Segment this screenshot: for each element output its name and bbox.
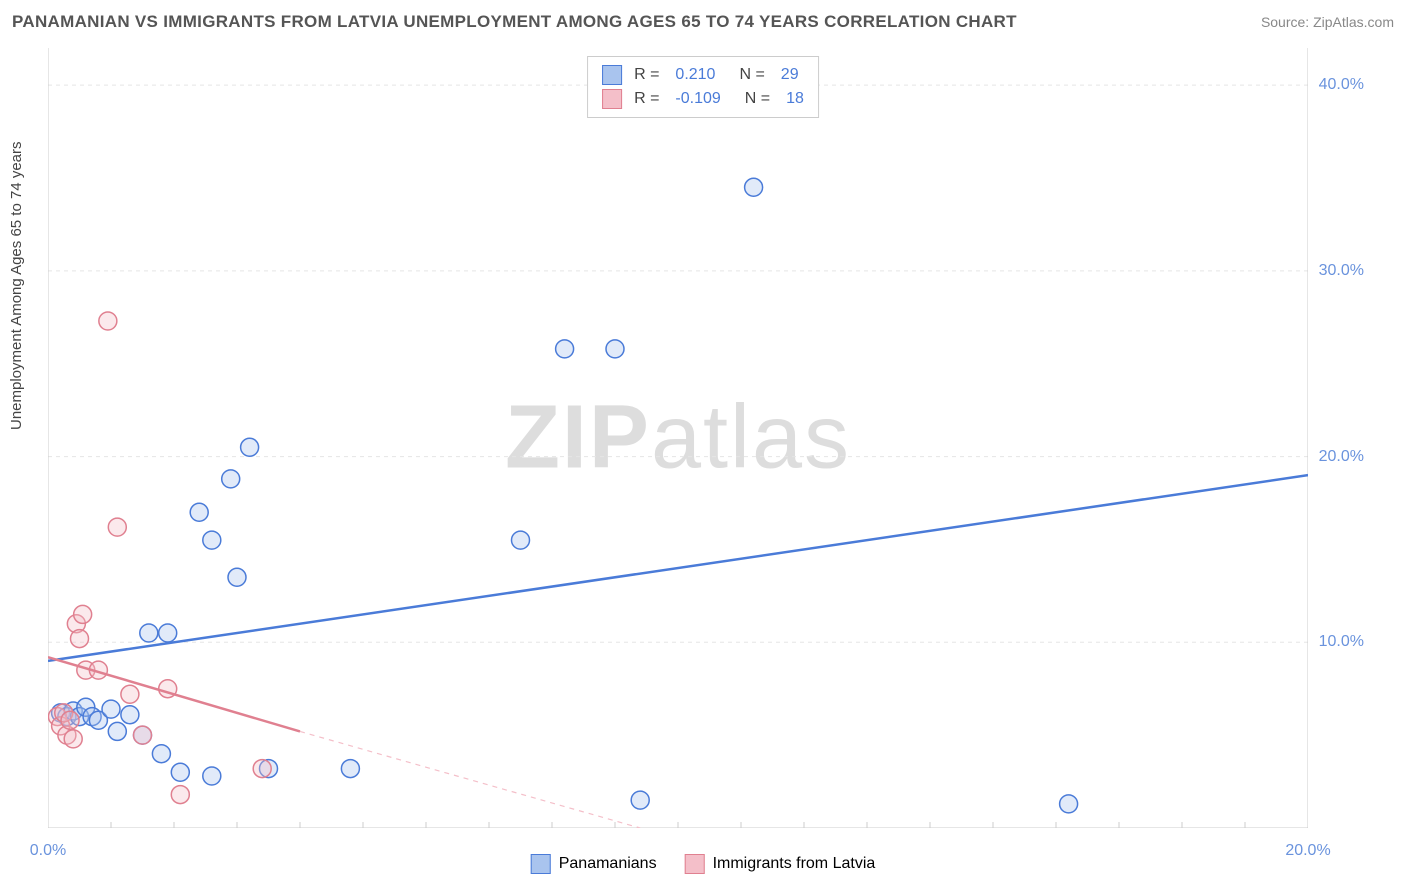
legend-label: Immigrants from Latvia [713,855,876,873]
source-text: Source: ZipAtlas.com [1261,14,1394,30]
y-tick-label: 40.0% [1319,76,1364,94]
scatter-chart [48,48,1308,828]
chart-title: PANAMANIAN VS IMMIGRANTS FROM LATVIA UNE… [12,12,1017,32]
n-value: 29 [781,66,799,84]
n-label: N = [745,90,770,108]
y-tick-label: 30.0% [1319,262,1364,280]
header: PANAMANIAN VS IMMIGRANTS FROM LATVIA UNE… [12,12,1394,32]
n-value: 18 [786,90,804,108]
legend-swatch [685,854,705,874]
n-label: N = [739,66,764,84]
r-label: R = [634,66,659,84]
r-label: R = [634,90,659,108]
y-tick-label: 20.0% [1319,448,1364,466]
x-tick-label: 20.0% [1285,842,1330,860]
chart-area: ZIPatlas [48,48,1308,828]
correlation-legend: R = 0.210 N = 29 R = -0.109 N = 18 [587,56,819,118]
legend-label: Panamanians [559,855,657,873]
legend-item: Immigrants from Latvia [685,854,876,874]
legend-swatch [602,65,622,85]
legend-swatch [602,89,622,109]
series-legend: Panamanians Immigrants from Latvia [531,854,876,874]
legend-swatch [531,854,551,874]
y-tick-label: 10.0% [1319,633,1364,651]
r-value: 0.210 [675,66,715,84]
legend-item: Panamanians [531,854,657,874]
legend-row: R = 0.210 N = 29 [602,63,804,87]
x-tick-label: 0.0% [30,842,66,860]
legend-row: R = -0.109 N = 18 [602,87,804,111]
y-axis-label: Unemployment Among Ages 65 to 74 years [8,141,25,430]
r-value: -0.109 [675,90,720,108]
